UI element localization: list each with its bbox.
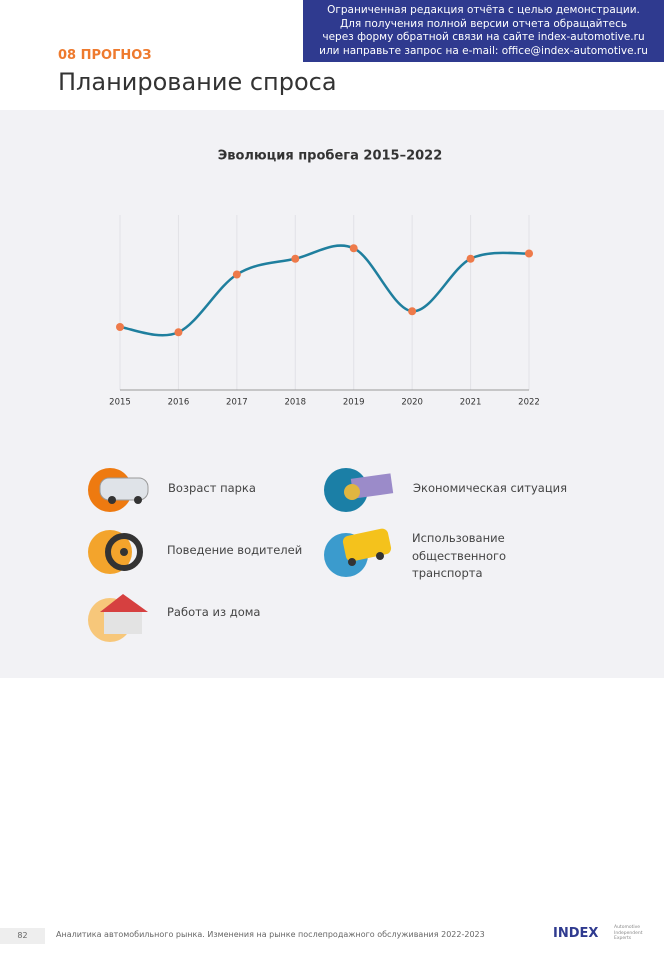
x-tick-label: 2015 bbox=[109, 398, 131, 408]
x-tick-label: 2021 bbox=[460, 398, 482, 408]
factor-label: Использование общественного транспорта bbox=[412, 531, 507, 580]
icon-car bbox=[88, 468, 149, 512]
icon-money bbox=[324, 468, 394, 512]
logo-subtitle-line: Independent bbox=[614, 930, 643, 936]
line bbox=[119, 244, 530, 337]
notice-line: через форму обратной связи на сайте inde… bbox=[322, 31, 645, 43]
x-tick-label: 2020 bbox=[401, 398, 423, 408]
point bbox=[408, 307, 417, 316]
x-tick-label: 2018 bbox=[284, 398, 306, 408]
page-title: Планирование спроса bbox=[58, 68, 337, 96]
logo-subtitle-line: Automotive bbox=[614, 925, 641, 930]
chart-title: Эволюция пробега 2015–2022 bbox=[218, 149, 443, 164]
icon-house bbox=[88, 594, 148, 642]
point bbox=[232, 270, 241, 279]
logo: INDEX bbox=[553, 926, 599, 941]
panel bbox=[0, 110, 664, 678]
x-tick-label: 2019 bbox=[343, 398, 365, 408]
icon-wheel bbox=[88, 530, 143, 574]
point bbox=[116, 323, 124, 331]
point bbox=[174, 328, 183, 337]
point bbox=[349, 244, 358, 253]
logo-subtitle: Automotive Independent Experts bbox=[614, 925, 643, 942]
footer-text: Аналитика автомобильного рынка. Изменени… bbox=[56, 930, 485, 939]
logo-subtitle-line: Experts bbox=[614, 936, 632, 941]
x-tick-label: 2022 bbox=[518, 398, 540, 408]
notice-line: Ограниченная редакция отчёта с целью дем… bbox=[327, 4, 640, 16]
point bbox=[525, 249, 533, 258]
notice-line: Для получения полной версии отчета обращ… bbox=[339, 17, 628, 30]
x-tick-label: 2016 bbox=[168, 398, 190, 408]
section-label: 08 ПРОГНОЗ bbox=[58, 48, 152, 63]
factor-label: Экономическая ситуация bbox=[413, 481, 568, 495]
chart: Эволюция пробега 2015–2022 2015 2016 2017 2… bbox=[88, 149, 540, 642]
page-number: 82 bbox=[0, 928, 45, 944]
factor-label: Возраст парка bbox=[168, 481, 256, 495]
point bbox=[291, 254, 300, 263]
notice-line: или направьте запрос на e-mail: office@i… bbox=[319, 44, 648, 57]
point bbox=[466, 254, 475, 263]
factor-label: Работа из дома bbox=[167, 605, 261, 619]
x-tick-label: 2017 bbox=[226, 398, 248, 408]
factor-label: Поведение водителей bbox=[167, 543, 303, 557]
icon-bus bbox=[324, 528, 392, 577]
notice: Ограниченная редакция отчёта с целью дем… bbox=[303, 0, 664, 62]
